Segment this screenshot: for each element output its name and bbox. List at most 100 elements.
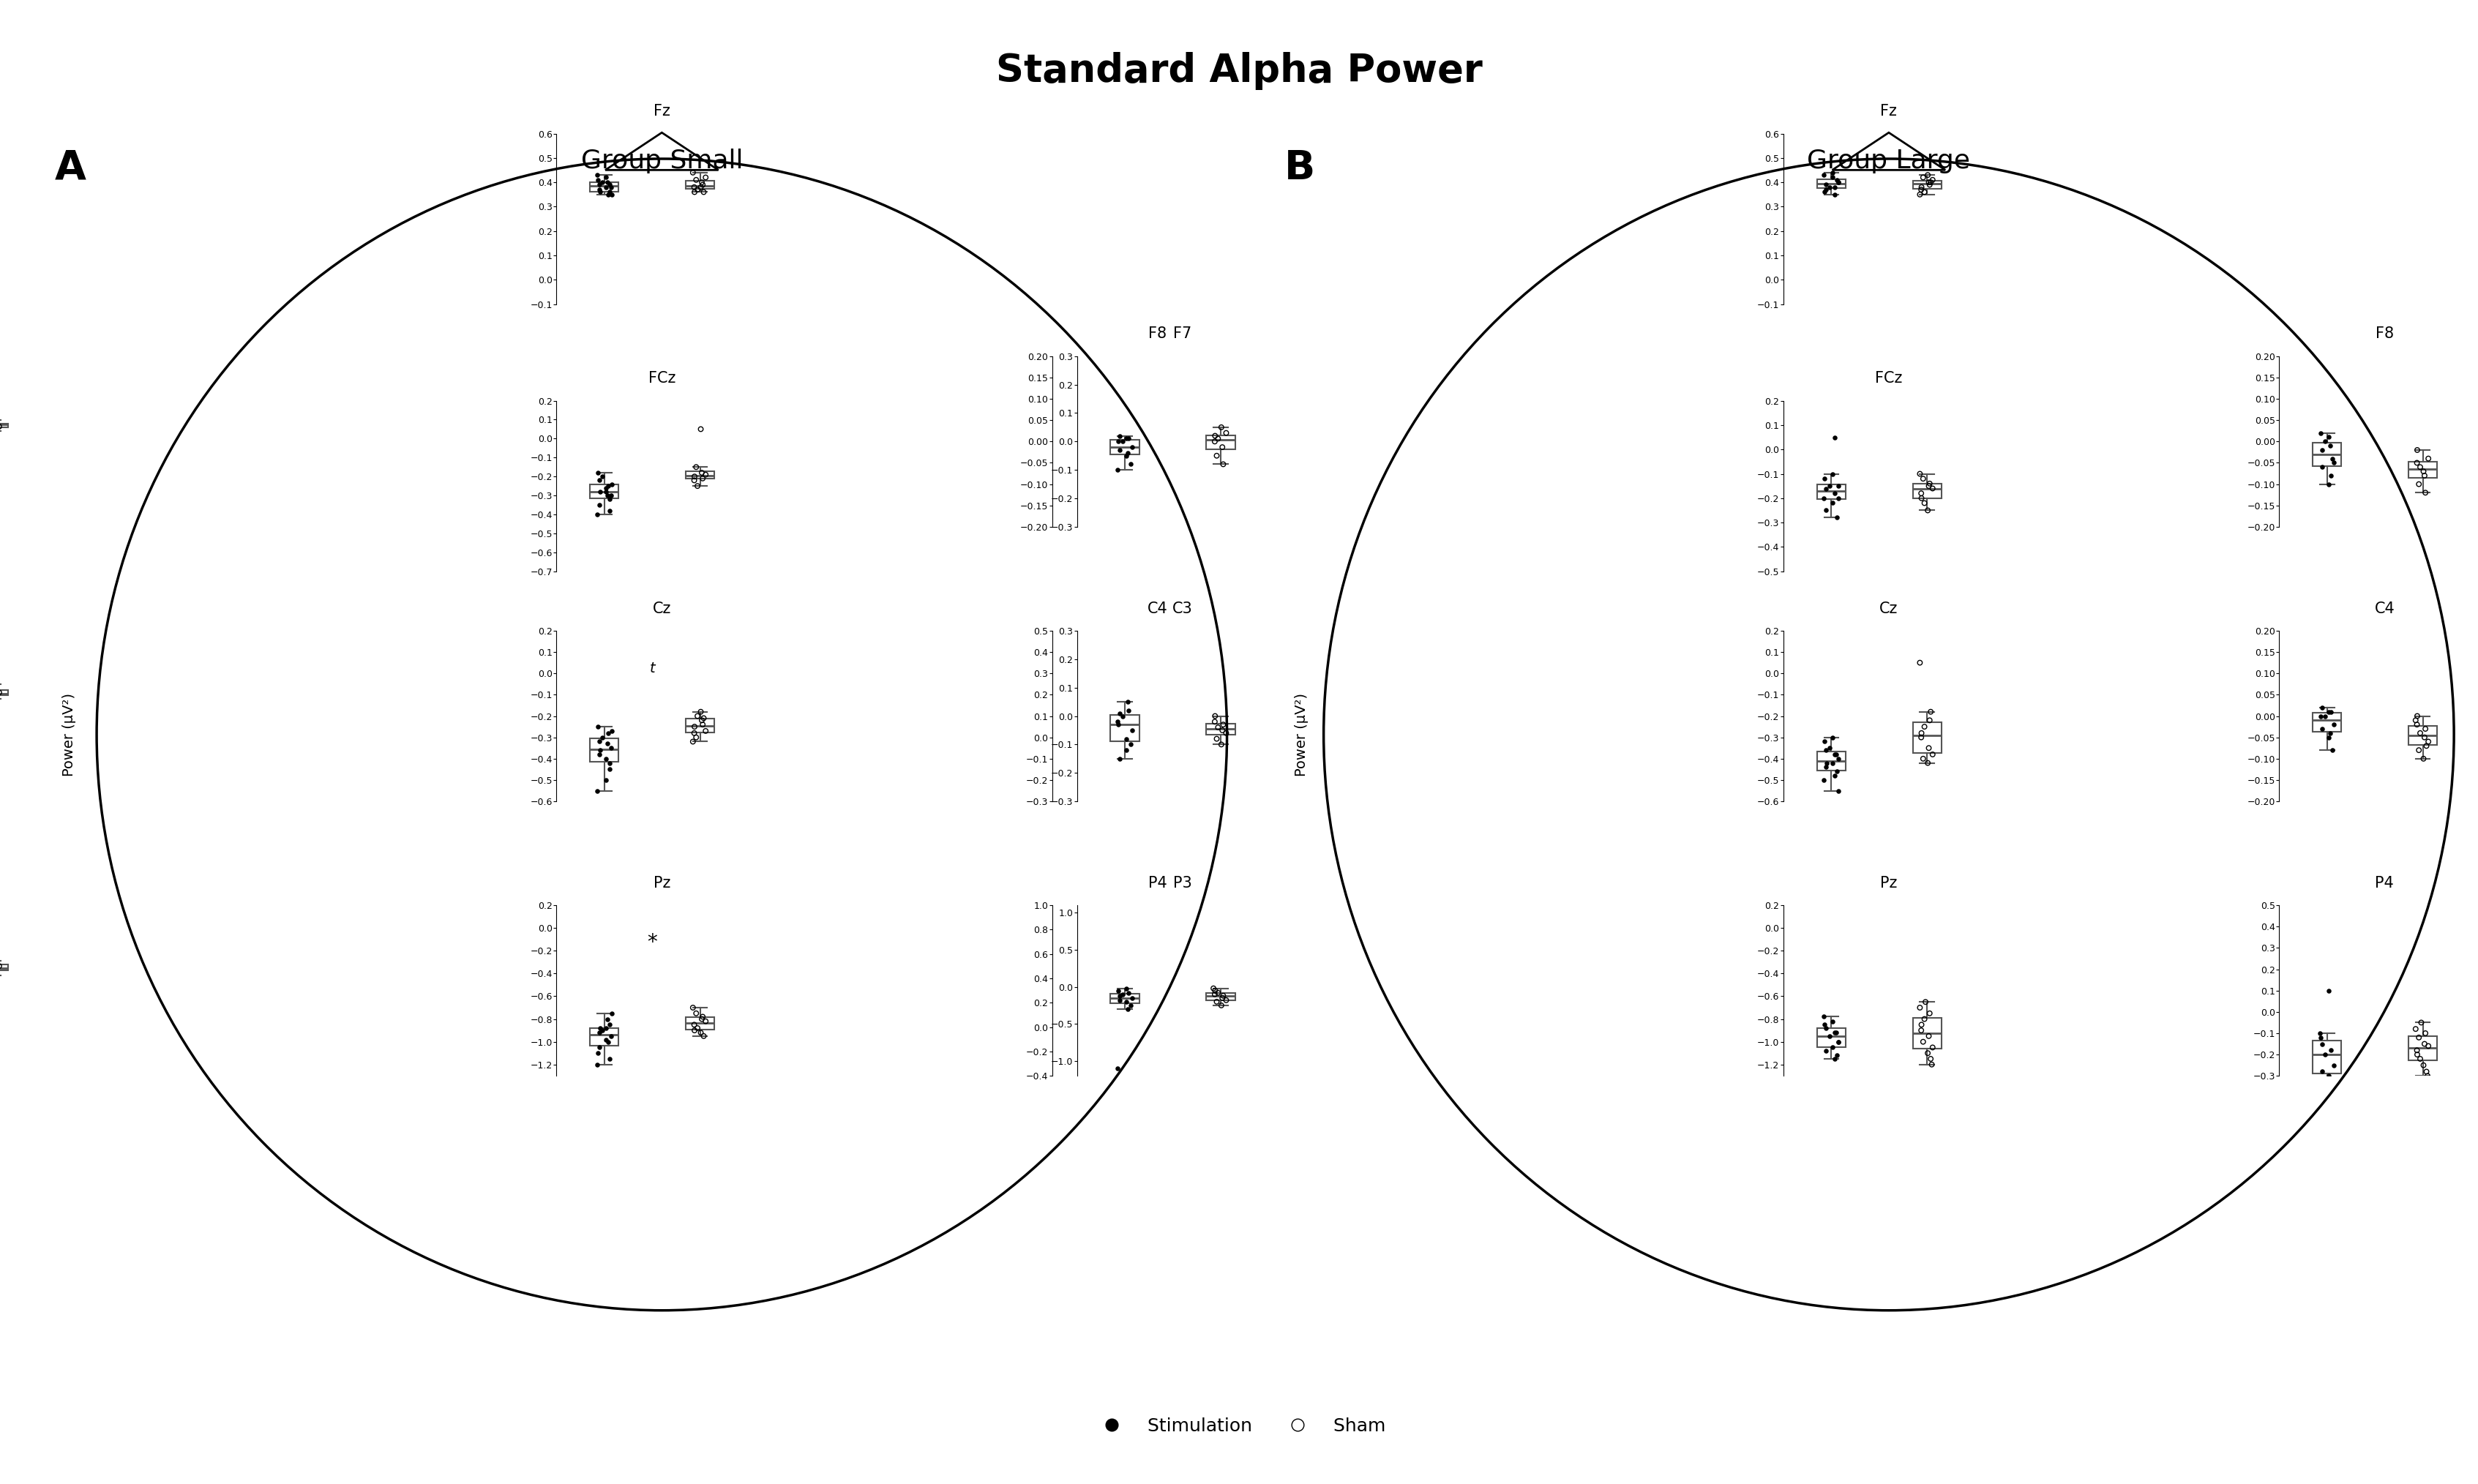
Point xyxy=(1819,171,1858,194)
Point xyxy=(0,965,15,988)
Point xyxy=(1814,742,1854,766)
Point xyxy=(1180,944,1219,968)
PathPatch shape xyxy=(1913,484,1940,499)
Point xyxy=(1911,171,1950,194)
Legend:   Stimulation,   Sham: Stimulation, Sham xyxy=(1085,1410,1393,1442)
Point xyxy=(2307,979,2347,1003)
Point xyxy=(2305,703,2344,727)
Point xyxy=(1073,426,1113,450)
PathPatch shape xyxy=(2312,442,2342,466)
Point xyxy=(585,1017,624,1040)
Point xyxy=(0,413,15,436)
Point xyxy=(1903,180,1943,203)
Point xyxy=(1811,462,1851,485)
Point xyxy=(1170,703,1209,727)
Point xyxy=(1908,171,1948,194)
Point xyxy=(674,160,714,184)
Point xyxy=(2302,1031,2342,1055)
Point xyxy=(674,180,714,203)
PathPatch shape xyxy=(1182,965,1209,975)
Point xyxy=(587,183,627,206)
Point xyxy=(1194,424,1234,448)
Point xyxy=(2302,456,2342,479)
Point xyxy=(1105,427,1145,451)
Point xyxy=(2309,700,2349,724)
Text: A: A xyxy=(55,148,87,188)
Point xyxy=(1814,183,1854,206)
Point xyxy=(1083,732,1123,755)
Point xyxy=(2300,1025,2339,1049)
Point xyxy=(1110,994,1150,1018)
Point xyxy=(2406,1060,2446,1083)
Point xyxy=(1170,683,1209,706)
Point xyxy=(1080,757,1120,781)
Point xyxy=(1814,481,1854,505)
Point xyxy=(587,1008,627,1031)
Point xyxy=(1182,417,1222,441)
Point xyxy=(2300,1021,2339,1045)
Point xyxy=(2302,1060,2342,1083)
Point xyxy=(2409,1034,2448,1058)
Point xyxy=(2404,717,2443,741)
Point xyxy=(1170,966,1209,990)
Point xyxy=(1806,751,1846,775)
Point xyxy=(676,456,716,479)
Point xyxy=(1804,163,1844,187)
Point xyxy=(2399,456,2438,479)
Point xyxy=(1806,174,1846,197)
Point xyxy=(674,464,714,488)
Point xyxy=(1202,416,1241,439)
Point xyxy=(1075,463,1115,487)
Point xyxy=(592,1002,632,1025)
Point xyxy=(681,171,721,194)
Point xyxy=(2312,738,2352,763)
Point xyxy=(1098,1057,1137,1080)
Point xyxy=(674,715,714,739)
PathPatch shape xyxy=(590,183,620,191)
Point xyxy=(587,732,627,755)
Point xyxy=(0,683,15,706)
PathPatch shape xyxy=(2409,726,2436,745)
Point xyxy=(686,463,726,487)
Point xyxy=(1105,976,1145,1000)
Point xyxy=(2399,721,2438,745)
Point xyxy=(1197,990,1237,1014)
Text: C4: C4 xyxy=(1147,601,1167,616)
Point xyxy=(1806,755,1846,779)
Point xyxy=(2396,1043,2436,1067)
Point xyxy=(1804,730,1844,754)
Point xyxy=(1207,421,1246,445)
Point xyxy=(2396,708,2436,732)
Point xyxy=(1113,718,1152,742)
Point xyxy=(684,706,724,730)
Point xyxy=(2302,696,2342,720)
Point xyxy=(585,476,624,500)
Point xyxy=(1108,981,1147,1005)
Point xyxy=(1073,1030,1113,1054)
Point xyxy=(2406,1064,2446,1088)
Point xyxy=(1913,476,1953,500)
Point xyxy=(0,672,10,696)
Text: C4: C4 xyxy=(2374,601,2394,616)
Point xyxy=(0,959,10,982)
Point xyxy=(1194,703,1234,727)
PathPatch shape xyxy=(2312,712,2342,732)
PathPatch shape xyxy=(590,485,620,499)
Point xyxy=(1811,166,1851,190)
Point xyxy=(1908,174,1948,197)
Point xyxy=(580,178,620,202)
Point xyxy=(2404,746,2443,770)
Point xyxy=(0,411,10,435)
Point xyxy=(681,708,721,732)
Point xyxy=(1911,1052,1950,1076)
Point xyxy=(1814,1048,1854,1071)
PathPatch shape xyxy=(0,965,7,971)
Point xyxy=(580,493,620,516)
Point xyxy=(1806,1039,1846,1063)
Point xyxy=(681,466,721,490)
Point xyxy=(1901,1018,1940,1042)
Point xyxy=(2399,472,2438,496)
Point xyxy=(1108,441,1147,464)
Point xyxy=(1819,746,1858,770)
PathPatch shape xyxy=(590,1028,620,1046)
